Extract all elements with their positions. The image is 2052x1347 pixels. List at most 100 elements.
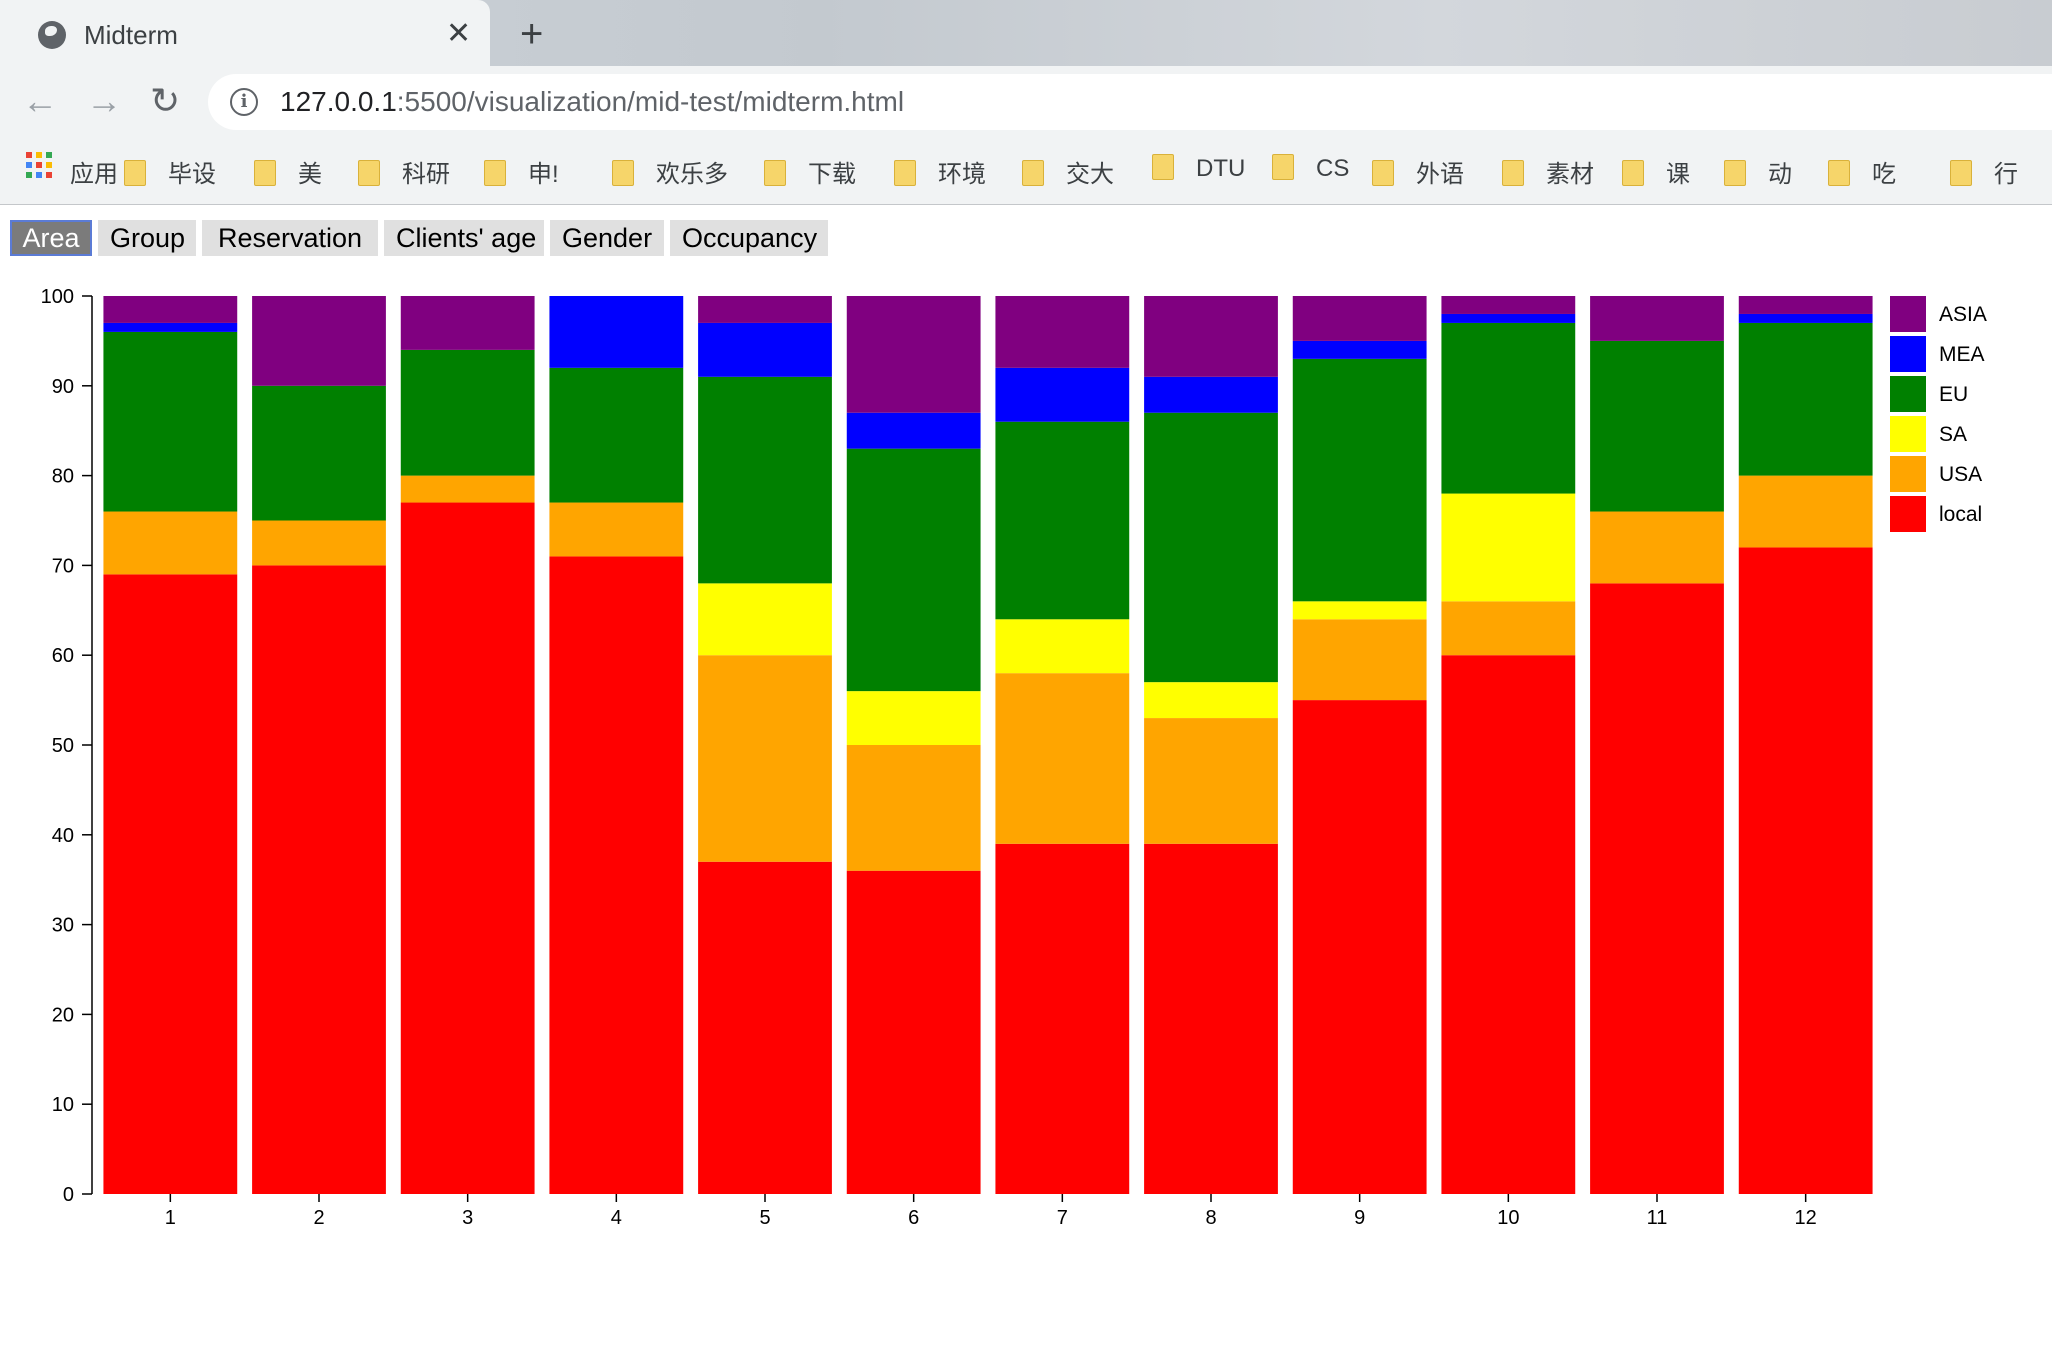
bar-eu-11 [1590,340,1724,512]
new-tab-icon[interactable]: + [520,12,544,56]
folder-icon [764,160,786,186]
bookmark-folder[interactable]: 欢乐多 [612,154,728,189]
x-tick-label: 8 [1205,1207,1216,1229]
bar-eu-1 [103,331,238,512]
y-tick-label: 80 [52,466,74,488]
bookmark-folder[interactable]: 申! [484,154,559,189]
bookmark-label: 环境 [938,161,986,188]
bookmark-label: 应用 [70,161,118,188]
bar-local-3 [400,502,535,1194]
bookmark-label: 素材 [1546,161,1594,188]
close-tab-icon[interactable]: ✕ [446,17,472,50]
bar-asia-3 [400,296,535,350]
clients-age-button[interactable]: Clients' age [384,220,544,256]
bar-sa-7 [995,619,1130,674]
bookmark-folder[interactable]: 外语 [1372,154,1464,189]
bar-local-1 [103,574,238,1194]
y-tick-label: 20 [52,1004,74,1026]
y-tick-label: 0 [63,1184,74,1206]
bookmark-folder[interactable]: 交大 [1022,154,1114,189]
bookmark-folder[interactable]: DTU [1152,154,1245,183]
gender-button[interactable]: Gender [550,220,664,256]
url-text[interactable]: 127.0.0.1:5500/visualization/mid-test/mi… [280,86,904,118]
bookmark-folder[interactable]: 科研 [358,154,450,189]
bar-usa-12 [1738,475,1873,548]
bar-sa-8 [1144,682,1278,719]
bar-usa-9 [1292,619,1427,701]
reload-icon[interactable]: ↻ [150,80,181,121]
bookmark-folder[interactable]: 吃 [1828,154,1896,189]
bookmark-label: 课 [1666,161,1690,188]
bar-local-5 [698,861,832,1194]
legend-swatch-local [1890,496,1926,532]
bar-local-10 [1441,655,1576,1194]
folder-icon [1828,160,1850,186]
occupancy-button[interactable]: Occupancy [670,220,828,256]
tab-strip: Midterm ✕ + [0,0,2052,66]
bookmark-label: 欢乐多 [656,161,728,188]
bookmark-folder[interactable]: 下载 [764,154,856,189]
legend-swatch-sa [1890,416,1926,452]
apps-grid-icon[interactable] [26,152,52,178]
bookmark-folder[interactable]: 行 [1950,154,2018,189]
folder-icon [1724,160,1746,186]
bar-local-12 [1738,547,1873,1194]
bar-eu-2 [252,385,386,521]
y-tick-label: 100 [41,286,74,308]
browser-tab[interactable]: Midterm ✕ [0,0,490,66]
x-tick-label: 9 [1354,1207,1365,1229]
back-arrow-icon[interactable]: ← [22,80,58,121]
folder-icon [254,160,276,186]
info-icon[interactable]: i [230,88,258,116]
bar-asia-1 [103,296,238,323]
url-path: :5500/visualization/mid-test/midterm.htm… [396,86,905,117]
y-tick-label: 40 [52,825,74,847]
x-tick-label: 1 [165,1207,176,1229]
bar-usa-6 [846,745,981,871]
bookmark-folder[interactable]: 环境 [894,154,986,189]
bar-mea-6 [846,412,981,449]
forward-arrow-icon[interactable]: → [86,80,122,121]
bookmark-label: 科研 [402,161,450,188]
bookmark-folder[interactable]: CS [1272,154,1349,183]
bookmark-folder[interactable]: 美 [254,154,322,189]
bookmark-apps[interactable]: 应用 [70,154,118,189]
legend-swatch-eu [1890,376,1926,412]
bar-asia-5 [698,296,832,323]
reservation-button[interactable]: Reservation [202,220,378,256]
group-button[interactable]: Group [98,220,196,256]
bookmark-label: 动 [1768,161,1792,188]
bar-mea-1 [103,322,238,332]
bar-usa-1 [103,511,238,575]
globe-icon [38,21,66,49]
y-tick-label: 10 [52,1094,74,1116]
bar-eu-3 [400,349,535,476]
x-tick-label: 10 [1497,1207,1519,1229]
folder-icon [1272,154,1294,180]
folder-icon [1502,160,1524,186]
address-bar[interactable]: i 127.0.0.1:5500/visualization/mid-test/… [208,74,2052,130]
bar-asia-10 [1441,296,1576,314]
bar-mea-12 [1738,313,1873,323]
bar-local-2 [252,565,386,1194]
bookmark-folder[interactable]: 动 [1724,154,1792,189]
legend-label-local: local [1939,503,1982,526]
bookmark-label: 毕设 [168,161,216,188]
bar-usa-2 [252,520,386,566]
bar-mea-5 [698,322,832,377]
bookmark-folder[interactable]: 毕设 [124,154,216,189]
x-tick-label: 2 [313,1207,324,1229]
y-tick-label: 70 [52,555,74,577]
bar-asia-9 [1292,296,1427,341]
area-button[interactable]: Area [10,220,92,256]
bookmark-folder[interactable]: 课 [1622,154,1690,189]
url-host: 127.0.0.1 [280,86,397,117]
y-tick-label: 90 [52,376,74,398]
legend-label-mea: MEA [1939,343,1985,366]
bookmark-folder[interactable]: 素材 [1502,154,1594,189]
bookmark-label: 行 [1994,161,2018,188]
bar-local-4 [549,556,684,1194]
bar-asia-2 [252,296,386,386]
legend-label-usa: USA [1939,463,1982,486]
